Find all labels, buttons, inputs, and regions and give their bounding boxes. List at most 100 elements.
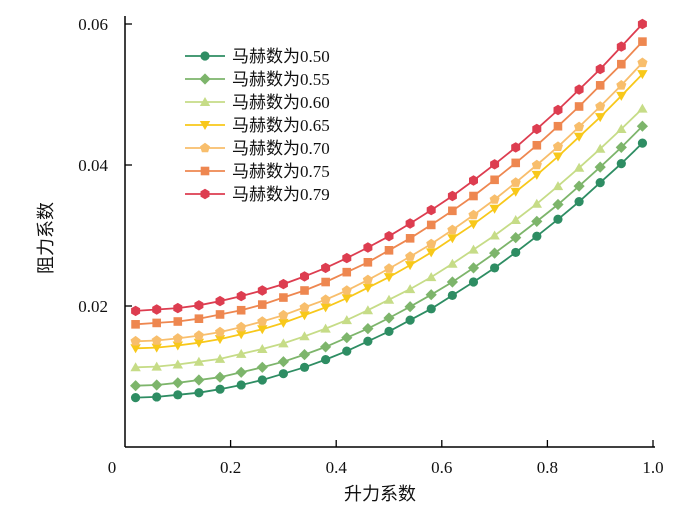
data-point (594, 161, 606, 173)
data-point (321, 277, 330, 287)
data-point (151, 379, 163, 391)
legend-marker-icon (200, 188, 210, 200)
legend-item: 马赫数为0.75 (185, 162, 330, 181)
data-point (299, 302, 310, 312)
data-point (447, 224, 458, 235)
data-point (552, 181, 564, 191)
data-point (405, 315, 415, 325)
data-point (341, 315, 352, 325)
legend-item: 马赫数为0.70 (185, 139, 330, 158)
data-point (595, 81, 605, 90)
data-point (194, 388, 204, 398)
data-point (320, 294, 331, 304)
data-point (489, 204, 500, 214)
legend-item: 马赫数为0.65 (185, 116, 330, 135)
data-point (531, 198, 542, 208)
data-point (279, 293, 288, 302)
data-point (636, 120, 648, 132)
data-point (573, 132, 585, 142)
data-point (172, 341, 183, 351)
data-point (151, 361, 162, 371)
data-point (341, 332, 353, 344)
data-point (404, 261, 416, 271)
data-point (637, 103, 648, 113)
series-line (135, 125, 644, 387)
y-tick-label: 0.02 (78, 297, 108, 316)
data-point (214, 335, 226, 345)
data-point (426, 272, 437, 282)
data-point (257, 316, 268, 326)
data-point (573, 180, 585, 192)
data-point (131, 320, 140, 329)
data-point (383, 294, 395, 304)
data-point (615, 141, 627, 153)
data-point (510, 177, 521, 187)
data-point (404, 301, 416, 313)
legend-item: 马赫数为0.55 (185, 70, 330, 89)
data-point (553, 214, 563, 224)
data-point (236, 321, 247, 332)
data-point (193, 374, 205, 386)
x-tick-label: 1.0 (642, 458, 663, 477)
y-tick-label: 0.06 (78, 15, 108, 34)
data-point (320, 303, 331, 313)
data-point (425, 289, 437, 301)
legend-label: 马赫数为0.55 (232, 70, 330, 89)
data-point (341, 294, 352, 304)
data-point (574, 84, 584, 95)
x-tick-label: 0.2 (220, 458, 241, 477)
data-point (553, 104, 563, 116)
data-point (214, 353, 226, 363)
data-point (300, 271, 309, 282)
data-point (362, 305, 374, 315)
data-point (595, 63, 605, 75)
data-point (363, 257, 373, 267)
x-tick-label: 0.4 (326, 458, 348, 477)
data-point (172, 333, 183, 343)
data-point (384, 231, 394, 242)
data-point (637, 18, 647, 30)
data-point (595, 143, 606, 153)
data-point (573, 162, 585, 172)
data-point (320, 341, 332, 353)
data-point (236, 380, 246, 390)
data-point (362, 274, 373, 285)
data-point (426, 238, 437, 249)
data-point (193, 356, 205, 366)
data-point (616, 41, 626, 52)
data-point (405, 218, 415, 229)
data-point (469, 191, 478, 201)
legend-label: 马赫数为0.50 (232, 47, 330, 66)
data-point (574, 102, 584, 111)
data-point (426, 220, 436, 230)
data-point (447, 190, 457, 202)
data-point (151, 343, 162, 353)
data-point (489, 230, 500, 240)
data-point (320, 323, 331, 333)
y-axis-label: 阻力系数 (36, 202, 56, 274)
x-axis-label: 升力系数 (344, 484, 416, 504)
data-point (447, 290, 457, 301)
data-point (277, 356, 289, 368)
data-point (362, 283, 374, 293)
data-point (342, 252, 352, 264)
data-point (531, 170, 542, 180)
data-point (404, 284, 416, 294)
data-point (173, 302, 183, 314)
legend: 马赫数为0.50 马赫数为0.55 马赫数为0.60 马赫数为0.65 马赫数为0.70… (185, 47, 330, 204)
data-point (384, 263, 394, 273)
x-tick-label: 0.6 (431, 458, 452, 477)
data-point (489, 194, 500, 204)
data-point (236, 290, 246, 302)
legend-marker-icon (200, 142, 210, 153)
data-point (511, 247, 521, 258)
data-point (152, 304, 162, 315)
data-point (552, 198, 564, 211)
data-point (489, 247, 501, 259)
data-point (130, 362, 141, 372)
data-point (130, 393, 141, 403)
data-point (384, 246, 394, 255)
data-point (616, 158, 626, 169)
legend-marker-icon (200, 166, 210, 176)
legend-label: 马赫数为0.60 (232, 93, 330, 112)
